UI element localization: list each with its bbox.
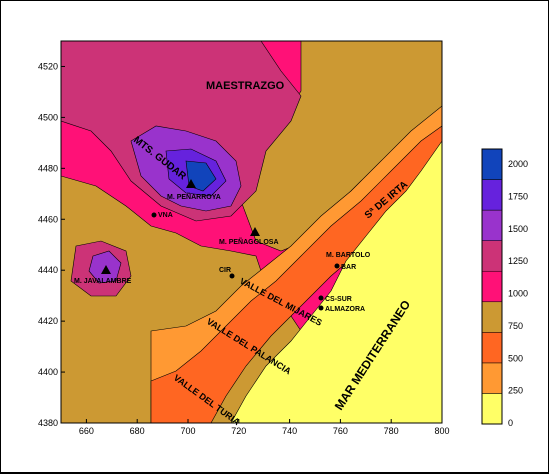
station-marker-almazora	[318, 305, 324, 311]
y-tick-label: 4500	[38, 112, 58, 122]
legend-swatch	[481, 270, 503, 303]
y-tick-label: 4440	[38, 265, 58, 275]
place-label-bar: BAR	[341, 264, 356, 271]
y-axis: 4380 4400 4420 4440 4460 4480 4500 4520	[38, 61, 65, 428]
legend-swatch	[481, 301, 503, 333]
elevation-surface	[61, 41, 442, 423]
legend-label: 250	[508, 386, 523, 396]
y-tick-label: 4380	[38, 418, 58, 428]
x-tick-label: 800	[434, 426, 449, 436]
legend-swatch	[481, 240, 503, 272]
peak-marker-javalambre	[101, 265, 111, 274]
station-marker-cs-sur	[318, 295, 324, 301]
x-tick-label: 780	[384, 426, 399, 436]
place-label-cs-sur: CS-SUR	[325, 296, 352, 303]
legend-swatch	[481, 362, 503, 394]
y-tick-label: 4480	[38, 163, 58, 173]
x-tick-label: 660	[79, 426, 94, 436]
peak-marker-penarroya	[186, 179, 196, 188]
station-marker-cir	[229, 273, 235, 279]
y-tick-label: 4400	[38, 367, 58, 377]
legend-label: 1500	[508, 224, 528, 234]
station-marker-bar	[334, 263, 340, 269]
legend-label: 500	[508, 353, 523, 363]
place-label-m-bartolo: M. BARTOLO	[326, 252, 371, 259]
legend-label: 0	[508, 418, 513, 428]
legend-swatch	[481, 209, 503, 241]
legend-swatch	[481, 148, 503, 180]
y-tick-label: 4460	[38, 214, 58, 224]
legend-label: 750	[508, 321, 523, 331]
x-tick-label: 740	[282, 426, 297, 436]
legend-label: 1000	[508, 289, 528, 299]
y-tick-label: 4420	[38, 316, 58, 326]
place-label-m-javalambre: M. JAVALAMBRE	[74, 278, 132, 285]
legend-label: 1250	[508, 256, 528, 266]
place-label-cir: CIR	[219, 267, 231, 274]
x-tick-label: 720	[231, 426, 246, 436]
elevation-band-250	[150, 125, 442, 423]
region-label-maestrazgo: MAESTRAZGO	[206, 80, 285, 92]
x-tick-label: 760	[333, 426, 348, 436]
legend-label: 2000	[508, 159, 528, 169]
station-marker-vna	[151, 212, 157, 218]
legend: 0 250 500 750 1000 1250 1500 1750 2000	[481, 148, 528, 428]
legend-swatch	[481, 179, 503, 211]
legend-swatch	[481, 393, 503, 425]
place-label-m-penarroya: M. PEÑARROYA	[167, 192, 221, 201]
place-label-vna: VNA	[158, 212, 173, 219]
legend-swatch	[481, 332, 503, 364]
legend-label: 1750	[508, 192, 528, 202]
peak-marker-penagolosa	[250, 227, 260, 236]
x-axis: 660 680 700 720 740 760 780 800	[79, 419, 450, 436]
place-label-m-penagolosa: M. PEÑAGOLOSA	[219, 237, 279, 246]
place-label-almazora: ALMAZORA	[325, 306, 365, 313]
y-tick-label: 4520	[38, 61, 58, 71]
plot-frame	[60, 40, 443, 424]
x-tick-label: 680	[130, 426, 145, 436]
legend-frame	[481, 148, 503, 425]
x-tick-label: 700	[180, 426, 195, 436]
elevation-band-0	[230, 140, 442, 423]
